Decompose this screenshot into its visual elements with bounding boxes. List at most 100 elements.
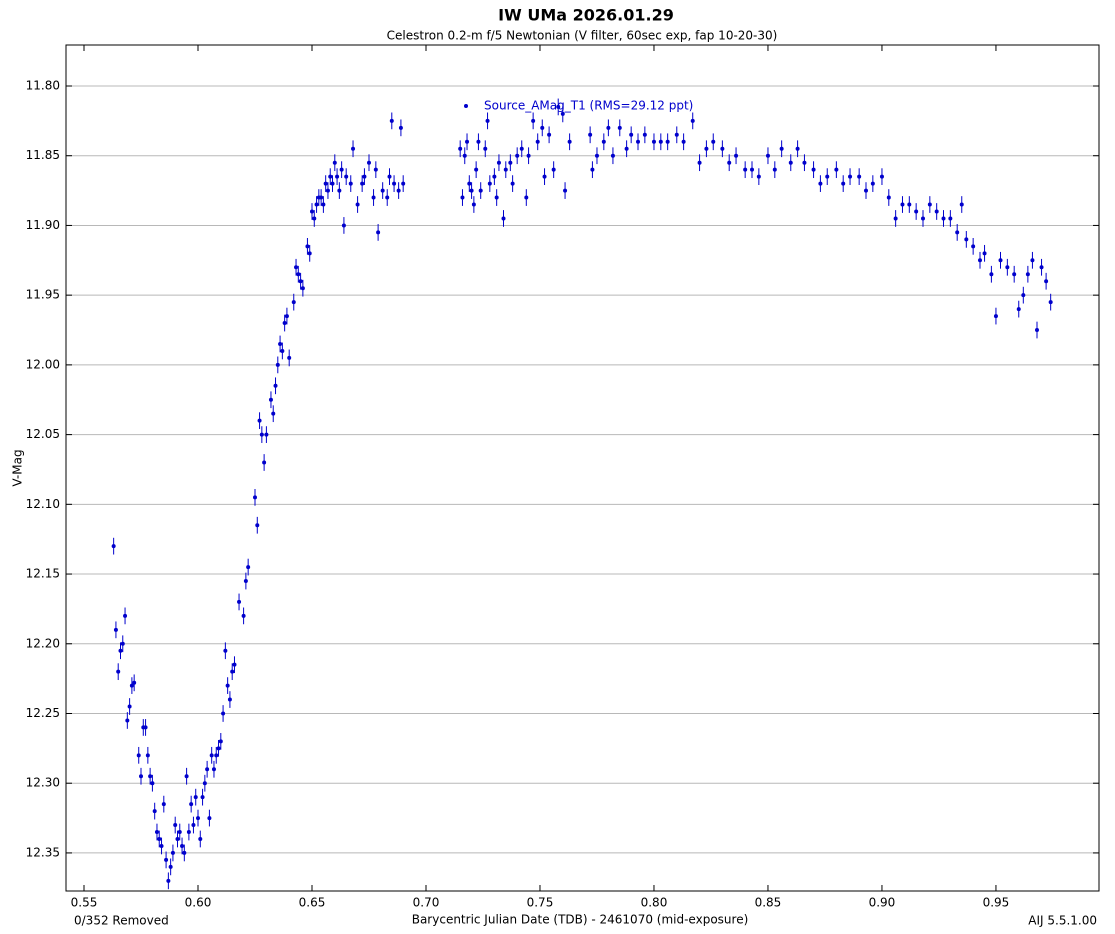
data-point	[756, 174, 761, 179]
y-tick-label: 11.90	[26, 218, 60, 232]
data-point	[280, 348, 285, 353]
data-point	[948, 216, 953, 221]
data-point	[255, 523, 260, 528]
data-point	[989, 272, 994, 277]
footer-left: 0/352 Removed	[74, 914, 169, 928]
data-point	[501, 216, 506, 221]
data-point	[900, 202, 905, 207]
y-tick-label: 12.20	[26, 636, 60, 650]
data-point	[510, 181, 515, 186]
data-point	[294, 265, 299, 270]
data-point	[863, 188, 868, 193]
data-point	[750, 167, 755, 172]
data-point	[232, 662, 237, 667]
data-point	[225, 683, 230, 688]
data-point	[920, 216, 925, 221]
data-point	[328, 174, 333, 179]
data-point	[291, 300, 296, 305]
data-point	[857, 174, 862, 179]
data-point	[560, 111, 565, 116]
data-point	[207, 816, 212, 821]
data-point	[132, 680, 137, 685]
data-point	[971, 244, 976, 249]
y-axis-label: V-Mag	[11, 449, 25, 486]
data-point	[123, 613, 128, 618]
x-tick-label: 0.70	[413, 896, 440, 910]
x-axis-label: Barycentric Julian Date (TDB) - 2461070 …	[412, 913, 749, 927]
data-point	[385, 195, 390, 200]
data-point	[173, 823, 178, 828]
data-point	[241, 613, 246, 618]
data-point	[177, 830, 182, 835]
data-point	[606, 125, 611, 130]
data-point	[362, 174, 367, 179]
data-point	[341, 223, 346, 228]
data-point	[765, 153, 770, 158]
data-point	[136, 753, 141, 758]
data-point	[214, 753, 219, 758]
chart-subtitle: Celestron 0.2-m f/5 Newtonian (V filter,…	[387, 29, 778, 43]
data-point	[469, 188, 474, 193]
data-point	[309, 209, 314, 214]
data-point	[116, 669, 121, 674]
data-point	[396, 188, 401, 193]
data-point	[275, 362, 280, 367]
data-point	[380, 188, 385, 193]
data-point	[601, 139, 606, 144]
data-point	[271, 411, 276, 416]
y-tick-label: 12.25	[26, 706, 60, 720]
data-point	[624, 146, 629, 151]
data-point	[471, 202, 476, 207]
data-point	[189, 802, 194, 807]
data-point	[674, 132, 679, 137]
data-point	[262, 460, 267, 465]
data-point	[1016, 307, 1021, 312]
data-point	[617, 125, 622, 130]
data-point	[113, 627, 118, 632]
data-point	[1030, 258, 1035, 263]
data-point	[476, 139, 481, 144]
data-point	[111, 544, 116, 549]
data-point	[223, 648, 228, 653]
data-point	[1021, 293, 1026, 298]
data-point	[230, 669, 235, 674]
y-tick-label: 11.85	[26, 148, 60, 162]
data-point	[834, 167, 839, 172]
data-point	[1005, 265, 1010, 270]
data-point	[243, 579, 248, 584]
y-tick-label: 12.05	[26, 427, 60, 441]
data-point	[977, 258, 982, 263]
data-point	[376, 230, 381, 235]
data-point	[841, 181, 846, 186]
x-tick-label: 0.65	[299, 896, 326, 910]
data-point	[164, 857, 169, 862]
data-point	[474, 167, 479, 172]
data-point	[802, 160, 807, 165]
data-point	[734, 153, 739, 158]
data-point	[216, 746, 221, 751]
data-point	[202, 781, 207, 786]
data-point	[1044, 279, 1049, 284]
data-point	[314, 202, 319, 207]
data-point	[125, 718, 130, 723]
data-point	[531, 118, 536, 123]
y-tick-label: 12.00	[26, 357, 60, 371]
data-point	[886, 195, 891, 200]
data-point	[462, 153, 467, 158]
data-point	[200, 795, 205, 800]
data-point	[259, 432, 264, 437]
data-point	[296, 272, 301, 277]
data-point	[339, 167, 344, 172]
x-tick-label: 0.90	[869, 896, 896, 910]
data-point	[118, 648, 123, 653]
data-point	[508, 160, 513, 165]
data-point	[524, 195, 529, 200]
data-point	[629, 132, 634, 137]
data-point	[941, 216, 946, 221]
data-point	[1012, 272, 1017, 277]
data-point	[690, 118, 695, 123]
data-point	[335, 174, 340, 179]
data-point	[398, 125, 403, 130]
data-point	[305, 244, 310, 249]
